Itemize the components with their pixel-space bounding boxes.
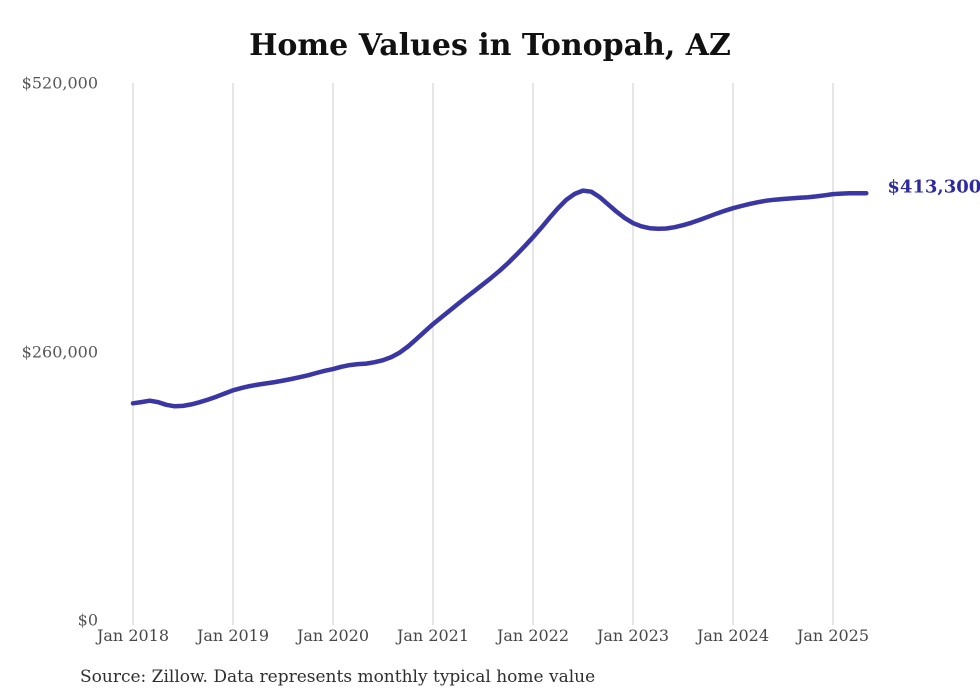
x-axis-tick-label: Jan 2024 — [696, 626, 770, 645]
x-axis-tick-label: Jan 2025 — [796, 626, 870, 645]
x-axis-tick-label: Jan 2021 — [396, 626, 470, 645]
latest-value-label: $413,300 — [887, 176, 980, 198]
x-axis-tick-label: Jan 2020 — [296, 626, 370, 645]
y-axis-tick-label: $0 — [77, 610, 98, 630]
y-axis-tick-label: $260,000 — [21, 342, 98, 361]
y-axis-tick-label: $520,000 — [21, 73, 98, 93]
x-axis-tick-label: Jan 2023 — [596, 626, 670, 645]
chart-title: Home Values in Tonopah, AZ — [249, 28, 731, 63]
source-note: Source: Zillow. Data represents monthly … — [80, 667, 596, 687]
home-value-series-line — [130, 188, 869, 409]
x-axis-tick-label: Jan 2019 — [196, 626, 270, 645]
x-axis-tick-label: Jan 2018 — [96, 626, 170, 645]
x-axis-tick-label: Jan 2022 — [496, 626, 570, 645]
